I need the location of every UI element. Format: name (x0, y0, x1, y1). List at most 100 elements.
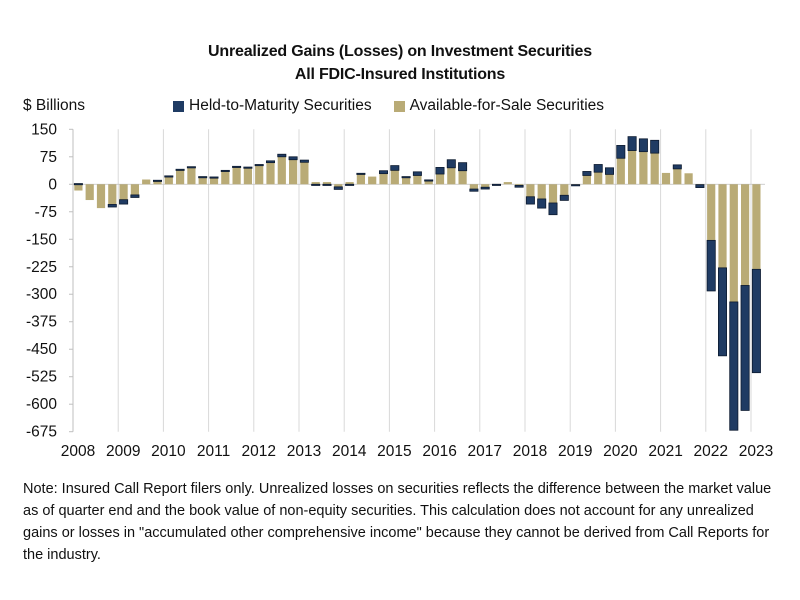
gridlines (117, 129, 752, 432)
bar-afs (153, 180, 162, 185)
x-tick-label: 2013 (287, 443, 321, 460)
x-tick-label: 2008 (61, 443, 95, 460)
bar-afs (537, 184, 546, 199)
y-tick-label: 75 (40, 149, 57, 166)
legend-swatch-htm (173, 100, 184, 112)
bar-htm (729, 301, 739, 431)
x-tick-label: 2011 (197, 443, 230, 460)
bar-afs (255, 165, 264, 185)
y-tick-label: -300 (26, 286, 57, 303)
bar-afs (548, 184, 558, 203)
bar-htm (220, 169, 230, 172)
bar-htm (695, 184, 705, 188)
footnote: Note: Insured Call Report filers only. U… (23, 481, 772, 563)
bar-htm (548, 202, 558, 216)
bar-afs (435, 174, 445, 185)
legend-label-htm: Held-to-Maturity Securities (189, 97, 372, 114)
bars (73, 136, 761, 431)
bar-afs (560, 184, 569, 196)
bar-htm (424, 179, 434, 182)
bar-htm (356, 172, 366, 175)
bar-htm (277, 153, 287, 158)
bar-afs (108, 184, 117, 205)
bar-htm (164, 175, 174, 178)
bar-afs (469, 184, 478, 190)
legend-swatch-afs (393, 100, 405, 112)
bar-afs (119, 184, 128, 200)
x-tick-label: 2017 (468, 443, 502, 460)
x-tick-label: 2012 (242, 443, 276, 460)
bar-htm (469, 188, 479, 192)
bar-afs (142, 179, 151, 185)
y-tick-label: 0 (48, 176, 57, 193)
bar-afs (729, 184, 738, 302)
bar-afs (413, 175, 422, 185)
bar-htm (243, 166, 253, 169)
bar-htm (198, 176, 208, 179)
x-tick-label: 2009 (106, 443, 140, 460)
bar-afs (639, 151, 648, 185)
bar-htm (130, 194, 140, 198)
x-tick-label: 2020 (603, 443, 638, 460)
bar-afs (650, 153, 659, 185)
bar-htm (537, 198, 547, 209)
bar-afs (96, 184, 106, 209)
x-tick-label: 2021 (648, 443, 682, 460)
bar-htm (119, 199, 129, 205)
bar-afs (300, 162, 309, 185)
legend-label-afs: Available-for-Sale Securities (409, 97, 605, 114)
bar-htm (322, 183, 332, 186)
bar-htm (412, 171, 422, 176)
bar-afs (232, 167, 241, 185)
x-axis: 2008 2009 2010 2011 2012 2013 2014 2015 2016 2017… (61, 443, 773, 460)
y-tick-label: -375 (26, 314, 57, 331)
bar-afs (289, 159, 298, 185)
y-tick-label: -600 (26, 396, 57, 413)
y-tick-label: -75 (35, 204, 57, 221)
bar-afs (605, 174, 614, 185)
bar-afs (243, 167, 252, 185)
bar-htm (209, 176, 219, 179)
bar-htm (186, 166, 196, 169)
bar-afs (379, 173, 388, 185)
bar-afs (356, 173, 365, 185)
bar-afs (582, 175, 591, 185)
bar-afs (594, 172, 603, 185)
y-tick-label: 150 (31, 121, 57, 138)
bar-afs (684, 173, 693, 185)
bar-htm (73, 183, 83, 186)
bar-htm (401, 176, 411, 179)
bar-htm (638, 138, 648, 153)
bar-afs (311, 182, 320, 185)
bar-htm (458, 162, 468, 172)
bar-htm (288, 156, 298, 161)
bar-htm (175, 168, 185, 171)
bar-htm (435, 167, 445, 175)
bar-htm (232, 165, 242, 168)
y-axis-unit-label: $ Billions (23, 97, 86, 114)
bar-htm (605, 167, 615, 175)
bar-afs (390, 170, 399, 185)
bar-afs (74, 184, 83, 191)
legend: Held-to-Maturity Securities Available-fo… (173, 97, 604, 115)
bar-afs (447, 167, 456, 185)
x-tick-label: 2018 (513, 443, 547, 460)
bar-htm (152, 179, 162, 182)
legend-item-afs: Available-for-Sale Securities (393, 97, 605, 115)
bar-htm (616, 145, 626, 159)
bar-afs (458, 170, 467, 185)
y-tick-label: -225 (26, 259, 57, 276)
bar-htm (718, 267, 728, 357)
bar-afs (334, 184, 343, 187)
bar-htm (559, 194, 569, 201)
x-tick-label: 2019 (558, 443, 592, 460)
bar-afs (481, 184, 490, 188)
bar-afs (322, 182, 332, 185)
bar-afs (164, 176, 173, 185)
bar-htm (582, 171, 592, 176)
bar-htm (514, 184, 524, 188)
bar-afs (187, 167, 196, 185)
bar-htm (378, 170, 388, 175)
chart-title: Unrealized Gains (Losses) on Investment … (208, 43, 592, 60)
bar-afs (707, 184, 716, 241)
